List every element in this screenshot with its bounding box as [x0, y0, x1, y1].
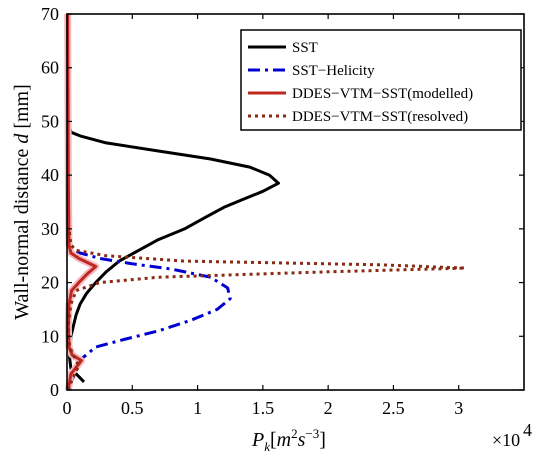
x-tick-label: 2.5 [382, 398, 405, 418]
legend-box [240, 29, 522, 131]
series-line [66, 228, 467, 391]
y-tick-label: 40 [41, 165, 59, 185]
y-tick-label: 50 [41, 111, 59, 131]
x-axis-label: Pk[m2s−3] [251, 426, 326, 454]
legend-label: DDES−VTM−SST(resolved) [292, 109, 468, 125]
x-axis-label-text: Pk[m2s−3] [251, 426, 326, 454]
series-line [66, 13, 98, 391]
x-tick-label: 0 [63, 398, 72, 418]
x-tick-label: 0.5 [121, 398, 144, 418]
x-multiplier-text: ×10 [492, 430, 520, 450]
legend-label: SST [292, 40, 318, 56]
x-tick-label: 2 [324, 398, 333, 418]
y-tick-label: 10 [41, 326, 59, 346]
y-axis-label: Wall-normal distance d [mm] [11, 84, 33, 320]
x-multiplier-exponent: 4 [523, 420, 532, 440]
x-axis-label-sub: k [264, 439, 270, 454]
y-tick-label: 20 [41, 273, 59, 293]
y-tick-label: 0 [50, 380, 59, 400]
x-axis-label-sup1: 2 [291, 426, 298, 441]
y-tick-label: 60 [41, 58, 59, 78]
x-multiplier: ×10 4 [492, 420, 532, 450]
x-axis-label-sup2: −3 [305, 426, 319, 441]
x-tick-label: 3 [454, 398, 463, 418]
series-layer [64, 13, 467, 391]
y-tick-label: 70 [41, 4, 59, 24]
x-axis-label-s: s [298, 429, 306, 451]
plot-frame [66, 13, 525, 391]
legend-label: DDES−VTM−SST(modelled) [292, 86, 473, 102]
y-tick-label: 30 [41, 219, 59, 239]
legend: SST SST−Helicity DDES−VTM−SST(modelled) DDE… [240, 29, 522, 131]
legend-item: DDES−VTM−SST(resolved) [248, 109, 468, 125]
y-axis-label-text: Wall-normal distance d [mm] [11, 84, 33, 320]
y-axis-label-d: d [11, 133, 33, 144]
legend-item: DDES−VTM−SST(modelled) [248, 86, 473, 102]
x-tick-label: 1 [193, 398, 202, 418]
legend-item: SST [248, 40, 318, 56]
x-axis-label-close: ] [319, 429, 326, 451]
x-axis-label-open: [ [270, 429, 277, 451]
legend-label: SST−Helicity [292, 63, 375, 79]
legend-item: SST−Helicity [248, 63, 375, 79]
x-tick-label: 1.5 [252, 398, 275, 418]
